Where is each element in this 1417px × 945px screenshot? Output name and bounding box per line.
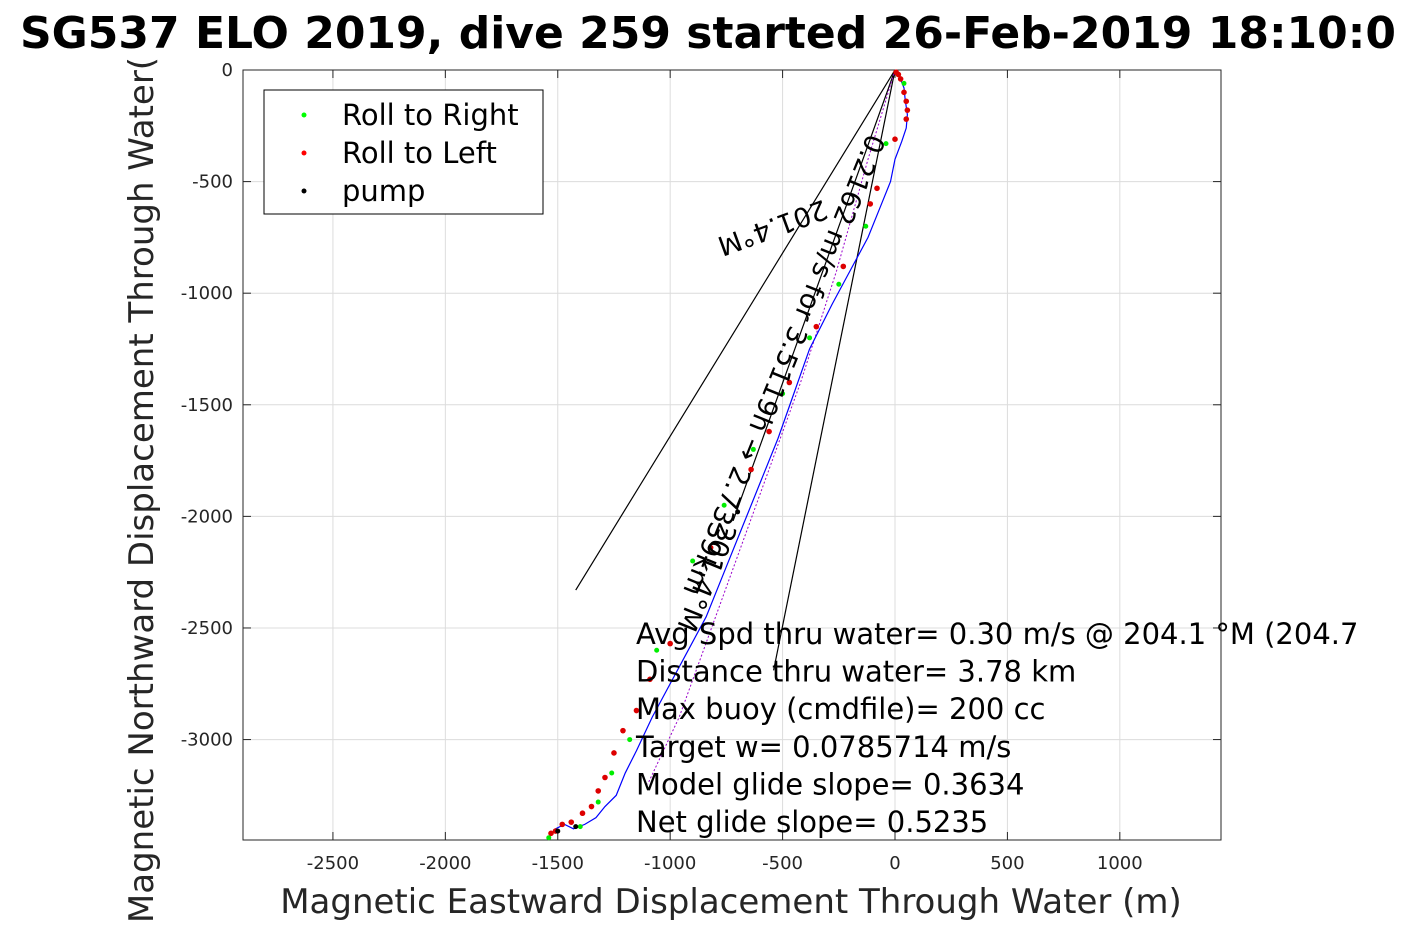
roll-left-point — [904, 107, 911, 113]
note-line: Avg Spd thru water= 0.30 m/s @ 204.1 °M … — [636, 617, 1358, 651]
roll-left-point — [903, 98, 910, 105]
y-tick-label: -1500 — [181, 395, 233, 416]
roll-left-point — [568, 819, 575, 825]
roll-left-point — [707, 544, 714, 551]
y-tick-label: -1000 — [181, 283, 233, 304]
legend-box — [263, 89, 544, 215]
model-track-line — [647, 69, 896, 785]
roll-left-point — [588, 803, 595, 810]
pump-point — [573, 824, 579, 830]
y-axis-label: Magnetic Northward Displacement Through … — [122, 57, 162, 923]
roll-left-point — [579, 810, 586, 817]
note-line: Distance thru water= 3.78 km — [636, 655, 1076, 689]
vector-line — [732, 69, 896, 522]
roll-right-point — [883, 141, 889, 147]
track-line — [548, 69, 908, 839]
roll-right-point — [609, 770, 615, 776]
roll-left-point — [633, 707, 640, 714]
legend: Roll to Right Roll to Left pump — [263, 89, 544, 215]
roll-left-point — [647, 676, 653, 683]
roll-right-point — [577, 824, 583, 830]
roll-right-point — [836, 281, 842, 287]
x-tick-label: -2500 — [307, 853, 359, 874]
roll-left-point — [602, 774, 608, 781]
roll-left-point — [813, 323, 820, 330]
roll-left-point — [748, 466, 754, 473]
roll-right-point — [750, 446, 756, 452]
roll-right-point — [901, 80, 907, 86]
roll-left-point — [892, 136, 898, 142]
note-line: Net glide slope= 0.5235 — [636, 805, 988, 839]
legend-marker-roll-left — [301, 150, 307, 156]
plot-frame — [242, 69, 1222, 841]
roll-left-point — [840, 263, 847, 270]
note-line: Model glide slope= 0.3634 — [636, 767, 1024, 801]
legend-marker-pump — [301, 188, 307, 194]
roll-left-point — [548, 830, 554, 837]
x-tick-label: -1000 — [644, 853, 696, 874]
x-tick-label: 0 — [889, 853, 900, 874]
roll-right-point — [780, 391, 786, 397]
roll-left-point — [786, 379, 793, 386]
series-layer — [546, 69, 911, 841]
roll-left-point — [667, 640, 673, 647]
note-line: Target w= 0.0785714 m/s — [635, 730, 1011, 764]
roll-left-point — [895, 71, 902, 78]
x-tick-label: 1000 — [1097, 853, 1143, 874]
roll-left-point — [901, 89, 907, 96]
grid — [243, 69, 1221, 840]
x-axis-label: Magnetic Eastward Displacement Through W… — [280, 882, 1182, 922]
vector-line — [575, 69, 896, 591]
vector-lines — [575, 69, 896, 671]
roll-right-point — [654, 647, 660, 653]
legend-label-pump: pump — [342, 174, 425, 208]
roll-left-point — [620, 727, 626, 734]
roll-right-point — [595, 799, 601, 805]
x-tick-label: 500 — [990, 853, 1024, 874]
legend-label-roll-right: Roll to Right — [342, 98, 519, 132]
roll-right-point — [690, 558, 696, 564]
roll-left-point — [559, 821, 566, 828]
legend-label-roll-left: Roll to Left — [342, 136, 497, 170]
roll-left-point — [903, 116, 910, 122]
tick-labels: -2500 -2000 -1500 -1000 -500 0 500 1000 0 -500 -10… — [181, 60, 1221, 874]
roll-left-point — [874, 185, 880, 192]
roll-left-point — [611, 750, 617, 756]
legend-marker-roll-right — [301, 112, 307, 118]
y-tick-label: -2500 — [181, 618, 233, 639]
roll-right-point — [807, 335, 813, 341]
roll-right-point — [546, 835, 552, 841]
roll-right-point — [721, 502, 727, 508]
y-tick-label: -500 — [192, 172, 233, 193]
vector-line — [773, 69, 896, 671]
y-tick-label: 0 — [222, 60, 233, 81]
y-tick-label: -2000 — [181, 506, 233, 527]
chart-title: SG537 ELO 2019, dive 259 started 26-Feb-… — [20, 8, 1396, 59]
y-tick-label: -3000 — [181, 730, 233, 751]
x-tick-label: -500 — [762, 853, 803, 874]
roll-left-point — [867, 201, 874, 207]
x-tick-label: -1500 — [532, 853, 584, 874]
pump-point — [555, 828, 561, 834]
x-tick-label: -2000 — [419, 853, 471, 874]
roll-left-point — [595, 788, 602, 794]
roll-left-point — [766, 428, 772, 435]
pump-point — [735, 509, 741, 515]
roll-right-point — [627, 737, 633, 743]
note-line: Max buoy (cmdfile)= 200 cc — [636, 692, 1045, 726]
roll-right-point — [863, 223, 869, 229]
roll-left-point — [897, 76, 904, 82]
notes: Avg Spd thru water= 0.30 m/s @ 204.1 °M … — [635, 617, 1358, 839]
